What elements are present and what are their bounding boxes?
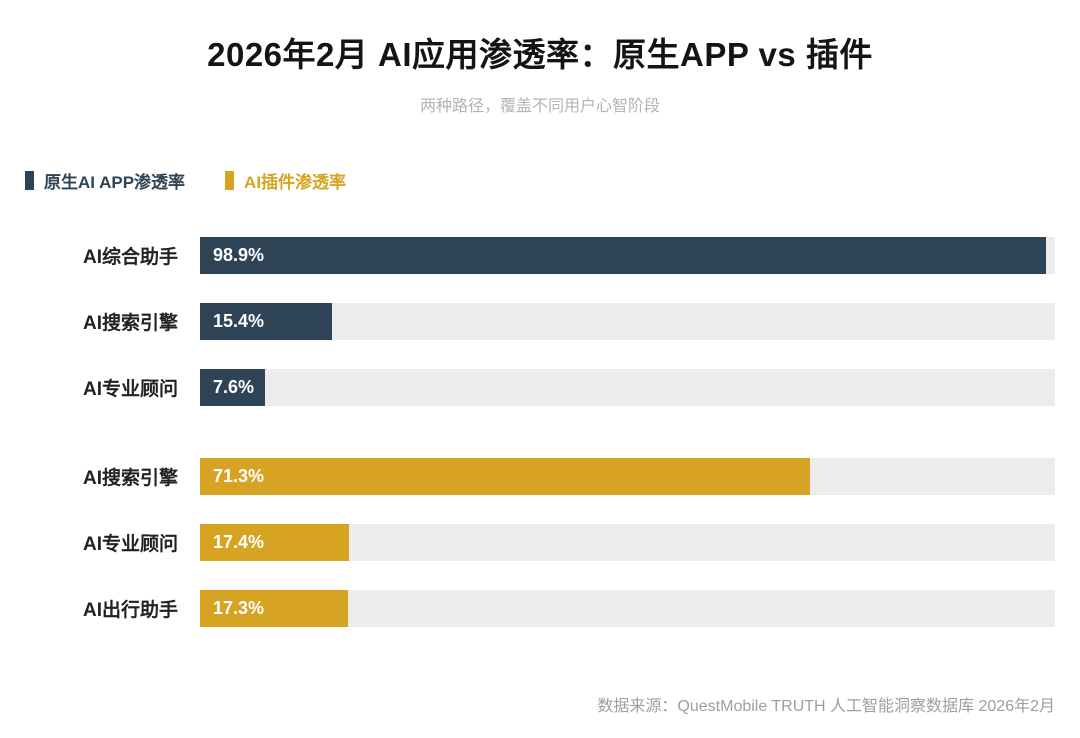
bar-row: AI专业顾问 7.6% — [0, 369, 1080, 406]
bar-row-label: AI搜索引擎 — [82, 468, 178, 489]
bar-value-label: 15.4% — [213, 311, 265, 331]
bar-track: 71.3% — [200, 458, 1055, 495]
bar-row-label: AI出行助手 — [82, 600, 178, 621]
bar-value-label: 17.4% — [213, 532, 265, 552]
bar-chart: AI综合助手 98.9% AI搜索引擎 15.4% AI专业顾问 7.6% AI搜索引擎 71… — [0, 237, 1080, 627]
data-source-footer: 数据来源：QuestMobile TRUTH 人工智能洞察数据库 2026年2月 — [597, 698, 1055, 715]
legend-item-plugin: AI插件渗透率 — [225, 168, 346, 193]
legend-label-native-app: 原生AI APP渗透率 — [44, 173, 186, 192]
page-subtitle: 两种路径，覆盖不同用户心智阶段 — [419, 98, 660, 115]
bar-track: 17.3% — [200, 590, 1055, 627]
bar-row: AI搜索引擎 15.4% — [0, 303, 1080, 340]
bar: 15.4% — [200, 303, 332, 340]
bar-row: AI搜索引擎 71.3% — [0, 458, 1080, 495]
bar-track: 17.4% — [200, 524, 1055, 561]
legend-item-native-app: 原生AI APP渗透率 — [25, 168, 185, 193]
bar-value-label: 7.6% — [213, 377, 255, 397]
legend-swatch-native-app-icon — [25, 171, 34, 190]
bar: 17.4% — [200, 524, 349, 561]
bar-row-label: AI综合助手 — [82, 247, 178, 268]
legend-swatch-plugin-icon — [225, 171, 235, 190]
bar-row-label: AI专业顾问 — [82, 534, 178, 555]
bar: 71.3% — [200, 458, 810, 495]
bar-row-label: AI专业顾问 — [82, 379, 178, 400]
bar-track: 98.9% — [200, 237, 1055, 274]
bar-row: AI出行助手 17.3% — [0, 590, 1080, 627]
bar-value-label: 17.3% — [213, 598, 265, 618]
bar-track: 15.4% — [200, 303, 1055, 340]
chart-legend: 原生AI APP渗透率 AI插件渗透率 — [25, 168, 1080, 193]
bar-value-label: 71.3% — [213, 466, 265, 486]
bar: 17.3% — [200, 590, 348, 627]
page-title: 2026年2月 AI应用渗透率：原生APP vs 插件 — [207, 36, 873, 73]
bar: 7.6% — [200, 369, 265, 406]
bar-row: AI综合助手 98.9% — [0, 237, 1080, 274]
bar-row: AI专业顾问 17.4% — [0, 524, 1080, 561]
bar: 98.9% — [200, 237, 1046, 274]
legend-label-plugin: AI插件渗透率 — [244, 173, 347, 192]
bar-track: 7.6% — [200, 369, 1055, 406]
bar-row-label: AI搜索引擎 — [82, 313, 178, 334]
bar-value-label: 98.9% — [213, 245, 265, 265]
